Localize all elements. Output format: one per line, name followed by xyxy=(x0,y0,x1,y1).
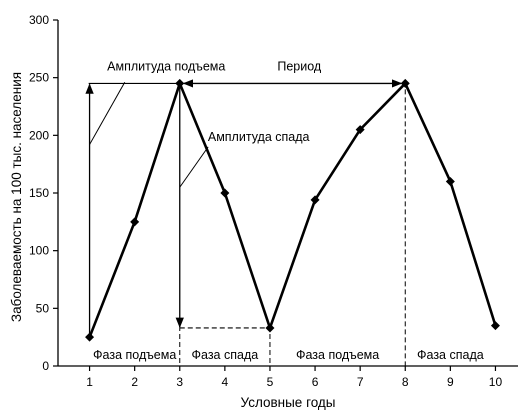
data-point-marker xyxy=(355,125,365,135)
x-tick-label: 6 xyxy=(312,375,319,389)
x-tick-label: 5 xyxy=(267,375,274,389)
y-tick-label: 100 xyxy=(29,244,49,258)
x-tick-label: 8 xyxy=(402,375,409,389)
data-point-marker xyxy=(400,78,410,88)
x-tick-label: 7 xyxy=(357,375,364,389)
rise-amplitude-label: Амплитуда подъема xyxy=(107,60,225,74)
data-point-marker xyxy=(175,78,185,88)
y-axis-ticks: 0 50 100 150 200 250 300 xyxy=(29,13,58,373)
data-series xyxy=(85,78,500,342)
data-point-marker xyxy=(445,176,455,186)
y-tick-label: 0 xyxy=(42,359,49,373)
series-line xyxy=(88,82,497,338)
fall-amplitude-label: Амплитуда спада xyxy=(208,130,310,144)
y-tick-label: 200 xyxy=(29,128,49,142)
phase-label: Фаза подъема xyxy=(93,348,176,362)
phase-label: Фаза спада xyxy=(417,348,484,362)
data-point-marker xyxy=(490,321,500,331)
phase-label: Фаза подъема xyxy=(296,348,379,362)
y-tick-label: 150 xyxy=(29,186,49,200)
x-axis-ticks: 1 2 3 4 5 6 7 8 9 10 xyxy=(86,366,502,389)
x-tick-label: 9 xyxy=(447,375,454,389)
fall-leader-line xyxy=(179,146,209,188)
y-tick-label: 50 xyxy=(36,301,50,315)
x-tick-label: 10 xyxy=(489,375,503,389)
data-point-marker xyxy=(265,323,275,333)
x-tick-label: 2 xyxy=(131,375,138,389)
y-tick-label: 300 xyxy=(29,13,49,27)
rise-leader-line xyxy=(89,82,126,145)
annotation-guides xyxy=(85,79,406,366)
x-tick-label: 4 xyxy=(222,375,229,389)
x-tick-label: 1 xyxy=(86,375,93,389)
data-point-marker xyxy=(310,195,320,205)
y-tick-label: 250 xyxy=(29,71,49,85)
x-tick-label: 3 xyxy=(176,375,183,389)
data-point-marker xyxy=(85,332,95,342)
data-point-marker xyxy=(220,188,230,198)
x-axis-title: Условные годы xyxy=(241,395,336,410)
data-point-marker xyxy=(130,217,140,227)
phase-labels: Фаза подъема Фаза спада Фаза подъема Фаза с… xyxy=(93,348,484,362)
y-axis-title: Заболеваемость на 100 тыс. населения xyxy=(9,72,24,322)
period-label: Период xyxy=(277,60,322,74)
phase-label: Фаза спада xyxy=(192,348,259,362)
